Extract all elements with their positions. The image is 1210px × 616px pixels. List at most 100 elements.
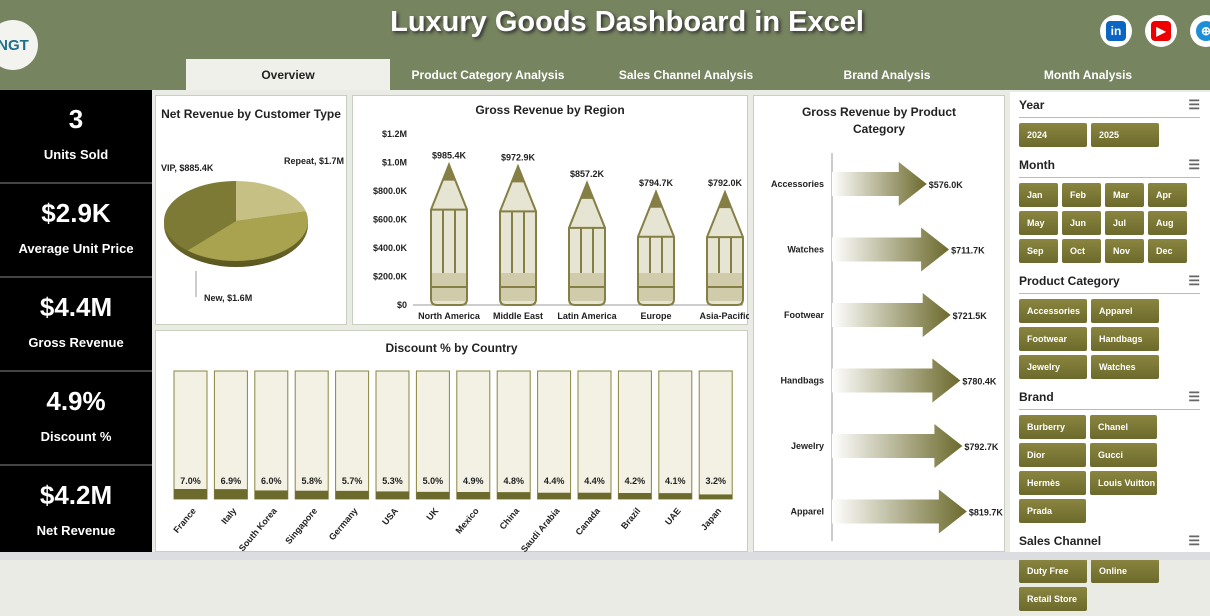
x-tick-label: Asia-Pacific bbox=[699, 311, 749, 321]
data-label: $711.7K bbox=[951, 246, 985, 256]
kpi-average-unit-price: $2.9K Average Unit Price bbox=[0, 184, 152, 278]
multi-select-icon[interactable]: ☰ bbox=[1188, 532, 1200, 548]
multi-select-icon[interactable]: ☰ bbox=[1188, 156, 1200, 172]
linkedin-icon[interactable]: in bbox=[1100, 15, 1132, 47]
bar-background bbox=[577, 370, 612, 500]
x-tick-label: Japan bbox=[699, 506, 723, 532]
data-label: $780.4K bbox=[962, 377, 997, 387]
data-label: $576.0K bbox=[929, 180, 964, 190]
slicer-item[interactable]: Chanel bbox=[1090, 415, 1157, 439]
slicer-item[interactable]: Hermès bbox=[1019, 471, 1086, 495]
tab-brand-analysis[interactable]: Brand Analysis bbox=[843, 67, 931, 82]
x-tick-label: Europe bbox=[640, 311, 671, 321]
tab-sales-channel-analysis[interactable]: Sales Channel Analysis bbox=[618, 67, 754, 82]
bar-background bbox=[496, 370, 531, 500]
slicer-item[interactable]: Apr bbox=[1148, 183, 1187, 207]
slicer-item[interactable]: Handbags bbox=[1091, 327, 1159, 351]
slicer-item[interactable]: 2025 bbox=[1091, 123, 1159, 147]
bar-background bbox=[294, 370, 329, 500]
slicer-item[interactable]: Feb bbox=[1062, 183, 1101, 207]
y-tick-label: Jewelry bbox=[791, 441, 824, 451]
x-tick-label: China bbox=[497, 505, 521, 531]
data-label: $985.4K bbox=[432, 151, 467, 161]
slicer-item[interactable]: 2024 bbox=[1019, 123, 1087, 147]
y-tick-label: Footwear bbox=[784, 310, 825, 320]
slicer-buttons: 2024 2025 bbox=[1010, 118, 1210, 152]
x-tick-label: UK bbox=[424, 505, 440, 522]
bar-background bbox=[213, 370, 248, 500]
slicer-header: Brand ☰ bbox=[1019, 384, 1200, 410]
bar bbox=[254, 490, 288, 499]
slicer-buttons: Duty Free Online Retail Store bbox=[1010, 554, 1210, 616]
y-tick-label: $800.0K bbox=[373, 186, 408, 196]
globe-icon[interactable]: ⊕ bbox=[1190, 15, 1210, 47]
x-tick-label: Singapore bbox=[283, 506, 319, 546]
slicer-item[interactable]: Dec bbox=[1148, 239, 1187, 263]
y-tick-label: $400.0K bbox=[373, 243, 408, 253]
chart-title: Net Revenue by Customer Type bbox=[161, 107, 341, 121]
slicer-buttons: Burberry Chanel Dior Gucci Hermès Louis Vuitt… bbox=[1010, 410, 1210, 528]
slicer-item[interactable]: Gucci bbox=[1090, 443, 1157, 467]
pie-label-new: New, $1.6M bbox=[204, 293, 252, 303]
tab-overview[interactable]: Overview bbox=[186, 59, 390, 90]
multi-select-icon[interactable]: ☰ bbox=[1188, 96, 1200, 112]
bar bbox=[497, 492, 531, 499]
arrow-bar bbox=[832, 227, 950, 272]
slicer-item[interactable]: Prada bbox=[1019, 499, 1086, 523]
youtube-icon[interactable]: ▶ bbox=[1145, 15, 1177, 47]
pencil-tip bbox=[718, 192, 732, 209]
data-label: 5.3% bbox=[382, 476, 403, 486]
pencil-tip bbox=[649, 191, 663, 208]
region-bar-chart: $0 $200.0K $400.0K $600.0K $800.0K $1.0M $1.2M… bbox=[373, 129, 749, 321]
multi-select-icon[interactable]: ☰ bbox=[1188, 272, 1200, 288]
slicer-item[interactable]: Jun bbox=[1062, 211, 1101, 235]
bar-background bbox=[173, 370, 208, 500]
chart-title: Discount % by Country bbox=[385, 341, 518, 355]
region-chart-card: Gross Revenue by Region $0 $200.0K $400.0K… bbox=[352, 95, 749, 325]
pie-label-vip: VIP, $885.4K bbox=[161, 163, 214, 173]
pie-chart: VIP, $885.4K Repeat, $1.7M New, $1.6M bbox=[161, 156, 344, 303]
slicer-item[interactable]: Watches bbox=[1091, 355, 1159, 379]
slicer-item[interactable]: Apparel bbox=[1091, 299, 1159, 323]
slicer-item[interactable]: Jul bbox=[1105, 211, 1144, 235]
bar bbox=[376, 491, 409, 499]
multi-select-icon[interactable]: ☰ bbox=[1188, 388, 1200, 404]
slicer-item[interactable]: Burberry bbox=[1019, 415, 1086, 439]
slicer-item[interactable]: Louis Vuitton bbox=[1090, 471, 1157, 495]
slicer-item[interactable]: Duty Free bbox=[1019, 559, 1087, 583]
slicer-item[interactable]: May bbox=[1019, 211, 1058, 235]
y-tick-label: $200.0K bbox=[373, 272, 408, 282]
pie-slice-repeat bbox=[187, 211, 308, 261]
slicer-item[interactable]: Aug bbox=[1148, 211, 1187, 235]
slicer-item[interactable]: Oct bbox=[1062, 239, 1101, 263]
kpi-label: Net Revenue bbox=[36, 523, 116, 538]
slicer-item[interactable]: Footwear bbox=[1019, 327, 1087, 351]
slicer-item[interactable]: Online bbox=[1091, 559, 1159, 583]
tab-month-analysis[interactable]: Month Analysis bbox=[1043, 67, 1133, 82]
bar-background bbox=[658, 370, 693, 500]
x-tick-label: Latin America bbox=[557, 311, 617, 321]
slicer-item[interactable]: Retail Store bbox=[1019, 587, 1087, 611]
bar-background bbox=[537, 370, 572, 500]
slicer-item[interactable]: Mar bbox=[1105, 183, 1144, 207]
data-label: 4.4% bbox=[584, 476, 605, 486]
slicer-item[interactable]: Accessories bbox=[1019, 299, 1087, 323]
x-tick-label: Mexico bbox=[454, 505, 482, 535]
slicer-item[interactable]: Jan bbox=[1019, 183, 1058, 207]
data-label: $792.7K bbox=[964, 442, 999, 452]
bar bbox=[174, 489, 207, 499]
slicer-item[interactable]: Sep bbox=[1019, 239, 1058, 263]
bar bbox=[456, 492, 490, 499]
bar bbox=[658, 493, 692, 499]
tab-product-category-analysis[interactable]: Product Category Analysis bbox=[411, 67, 565, 82]
arrow-bar bbox=[832, 489, 967, 534]
data-label: 4.4% bbox=[544, 476, 565, 486]
slicer-item[interactable]: Nov bbox=[1105, 239, 1144, 263]
slicer-item[interactable]: Jewelry bbox=[1019, 355, 1087, 379]
bar bbox=[578, 492, 611, 499]
pencil-bar bbox=[499, 163, 537, 306]
y-tick-label: $600.0K bbox=[373, 215, 408, 225]
arrow-bar bbox=[832, 162, 927, 206]
slicer-item[interactable]: Dior bbox=[1019, 443, 1086, 467]
page-title: Luxury Goods Dashboard in Excel bbox=[390, 6, 864, 38]
